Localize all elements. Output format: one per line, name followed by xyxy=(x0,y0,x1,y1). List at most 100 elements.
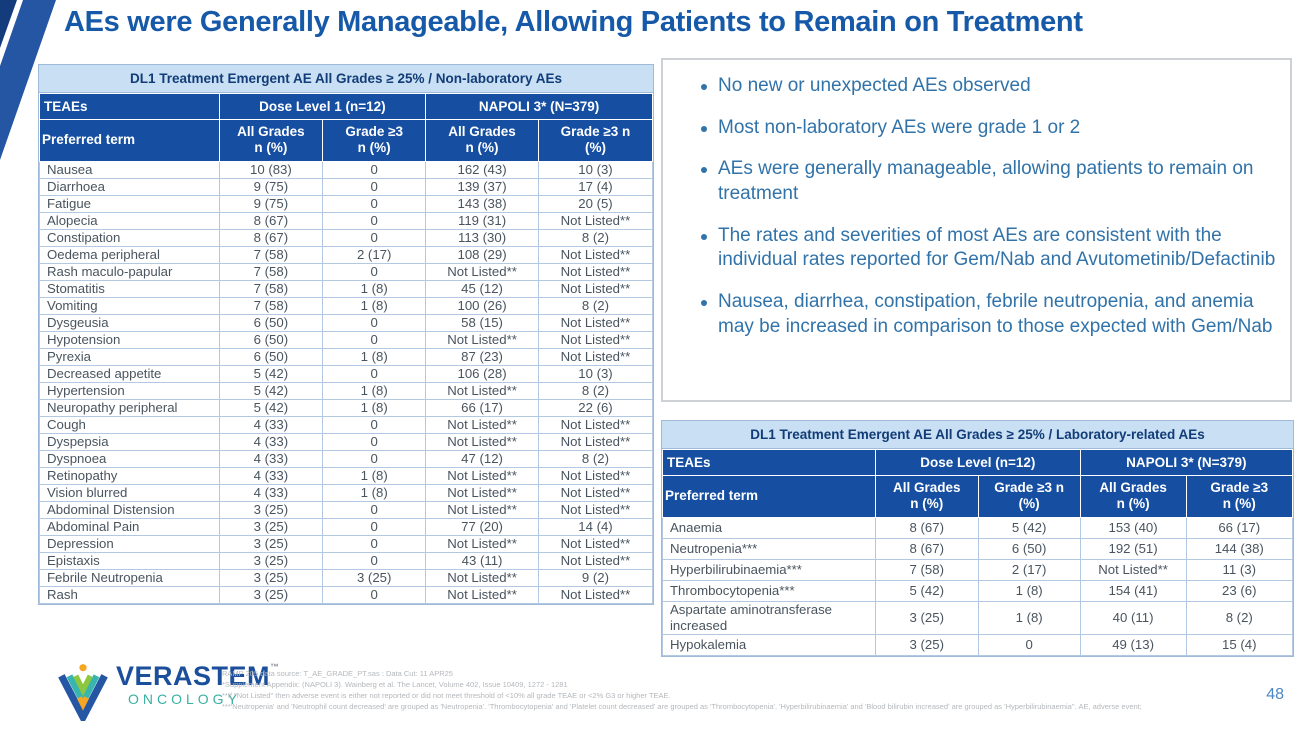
lab-ae-table-grid: TEAEs Dose Level (n=12) NAPOLI 3* (N=379… xyxy=(662,449,1294,656)
group-header-napoli: NAPOLI 3* (N=379) xyxy=(1079,449,1294,476)
preferred-term-cell: Retinopathy xyxy=(39,466,220,485)
value-cell: 8 (2) xyxy=(1185,600,1293,635)
bullet-item: Nausea, diarrhea, constipation, febrile … xyxy=(663,290,1276,339)
table-row: Hypokalemia 3 (25) 0 49 (13) 15 (4) xyxy=(662,633,1293,656)
key-points-panel: No new or unexpected AEs observed Most no… xyxy=(661,58,1292,402)
value-cell: 7 (58) xyxy=(218,245,324,264)
value-cell: Not Listed** xyxy=(425,534,539,553)
logo-wordmark: VERASTEM™ xyxy=(116,661,280,691)
value-cell: 8 (67) xyxy=(218,228,324,247)
value-cell: 4 (33) xyxy=(218,483,324,502)
value-cell: 8 (2) xyxy=(537,381,654,400)
value-cell: 0 xyxy=(322,194,427,213)
preferred-term-cell: Diarrhoea xyxy=(39,177,220,196)
value-cell: 5 (42) xyxy=(218,398,324,417)
nonlab-table-body: Nausea 10 (83) 0 162 (43) 10 (3) Diarrhoea 9 (… xyxy=(39,160,654,604)
value-cell: 77 (20) xyxy=(425,517,539,536)
table-row: Dysgeusia 6 (50) 0 58 (15) Not Listed** xyxy=(39,313,654,332)
group-header-teaes: TEAEs xyxy=(39,93,220,120)
value-cell: 3 (25) xyxy=(218,568,324,587)
table-row: Neutropenia*** 8 (67) 6 (50) 192 (51) 144 (3… xyxy=(662,537,1293,560)
value-cell: 7 (58) xyxy=(218,262,324,281)
value-cell: 1 (8) xyxy=(977,579,1081,602)
value-cell: Not Listed** xyxy=(537,483,654,502)
value-cell: 2 (17) xyxy=(977,558,1081,581)
value-cell: 1 (8) xyxy=(322,398,427,417)
preferred-term-cell: Pyrexia xyxy=(39,347,220,366)
col-header-preferred-term: Preferred term xyxy=(662,475,876,518)
trademark-symbol: ™ xyxy=(270,662,280,672)
value-cell: 0 xyxy=(322,313,427,332)
value-cell: 0 xyxy=(322,500,427,519)
table-row: Decreased appetite 5 (42) 0 106 (28) 10 (3) xyxy=(39,364,654,383)
table-row: Hypertension 5 (42) 1 (8) Not Listed** 8 (2) xyxy=(39,381,654,400)
value-cell: 0 xyxy=(977,633,1081,656)
value-cell: 9 (75) xyxy=(218,194,324,213)
value-cell: Not Listed** xyxy=(425,568,539,587)
page-title: AEs were Generally Manageable, Allowing … xyxy=(64,6,1083,38)
table-row: Stomatitis 7 (58) 1 (8) 45 (12) Not Listed** xyxy=(39,279,654,298)
table-row: Abdominal Pain 3 (25) 0 77 (20) 14 (4) xyxy=(39,517,654,536)
group-header-dose-level: Dose Level 1 (n=12) xyxy=(218,93,427,120)
value-cell: 45 (12) xyxy=(425,279,539,298)
value-cell: 11 (3) xyxy=(1185,558,1293,581)
value-cell: Not Listed** xyxy=(537,347,654,366)
value-cell: Not Listed** xyxy=(537,534,654,553)
table-row: Rash maculo-papular 7 (58) 0 Not Listed** No… xyxy=(39,262,654,281)
value-cell: 119 (31) xyxy=(425,211,539,230)
value-cell: Not Listed** xyxy=(537,551,654,570)
value-cell: 0 xyxy=(322,160,427,179)
preferred-term-cell: Depression xyxy=(39,534,220,553)
value-cell: Not Listed** xyxy=(425,262,539,281)
value-cell: Not Listed** xyxy=(425,466,539,485)
value-cell: 1 (8) xyxy=(322,381,427,400)
value-cell: 1 (8) xyxy=(322,347,427,366)
col-header-all-grades-dl1: All Grades n (%) xyxy=(874,475,979,518)
preferred-term-cell: Abdominal Pain xyxy=(39,517,220,536)
table-row: Dyspepsia 4 (33) 0 Not Listed** Not Listed** xyxy=(39,432,654,451)
value-cell: 10 (3) xyxy=(537,160,654,179)
value-cell: 3 (25) xyxy=(874,633,979,656)
value-cell: 9 (2) xyxy=(537,568,654,587)
value-cell: 10 (83) xyxy=(218,160,324,179)
value-cell: 1 (8) xyxy=(322,296,427,315)
bullet-item: The rates and severities of most AEs are… xyxy=(663,224,1276,273)
bullet-item: Most non-laboratory AEs were grade 1 or … xyxy=(663,116,1276,141)
value-cell: 0 xyxy=(322,211,427,230)
footnote-line: **If "Not Listed" then adverse event is … xyxy=(222,690,671,700)
preferred-term-cell: Dysgeusia xyxy=(39,313,220,332)
value-cell: 6 (50) xyxy=(977,537,1081,560)
preferred-term-cell: Hyperbilirubinaemia*** xyxy=(662,558,876,581)
footnote-line: *Supplement Appendix: (NAPOLI 3). Wainbe… xyxy=(222,679,568,689)
group-header-napoli: NAPOLI 3* (N=379) xyxy=(425,93,653,120)
value-cell: 154 (41) xyxy=(1079,579,1187,602)
value-cell: 0 xyxy=(322,177,427,196)
column-header-row: Preferred term All Grades n (%) Grade ≥3… xyxy=(39,119,654,162)
preferred-term-cell: Epistaxis xyxy=(39,551,220,570)
value-cell: Not Listed** xyxy=(537,313,654,332)
group-header-dose-level: Dose Level (n=12) xyxy=(874,449,1081,476)
value-cell: 8 (2) xyxy=(537,296,654,315)
lab-ae-table: DL1 Treatment Emergent AE All Grades ≥ 2… xyxy=(661,420,1294,657)
value-cell: 66 (17) xyxy=(1185,516,1293,539)
value-cell: 3 (25) xyxy=(218,534,324,553)
value-cell: 14 (4) xyxy=(537,517,654,536)
value-cell: 1 (8) xyxy=(322,483,427,502)
value-cell: 3 (25) xyxy=(218,585,324,604)
table-row: Thrombocytopenia*** 5 (42) 1 (8) 154 (41) 23… xyxy=(662,579,1293,602)
table-row: Hyperbilirubinaemia*** 7 (58) 2 (17) Not Li… xyxy=(662,558,1293,581)
value-cell: 5 (42) xyxy=(977,516,1081,539)
col-header-all-grades-napoli: All Grades n (%) xyxy=(425,119,539,162)
bullet-item: AEs were generally manageable, allowing … xyxy=(663,157,1276,206)
nonlab-ae-table-grid: TEAEs Dose Level 1 (n=12) NAPOLI 3* (N=3… xyxy=(39,93,654,604)
table-row: Constipation 8 (67) 0 113 (30) 8 (2) xyxy=(39,228,654,247)
preferred-term-cell: Vomiting xyxy=(39,296,220,315)
value-cell: 1 (8) xyxy=(977,600,1081,635)
table-row: Diarrhoea 9 (75) 0 139 (37) 17 (4) xyxy=(39,177,654,196)
value-cell: 22 (6) xyxy=(537,398,654,417)
value-cell: 0 xyxy=(322,551,427,570)
group-header-row: TEAEs Dose Level (n=12) NAPOLI 3* (N=379… xyxy=(662,449,1294,476)
value-cell: 6 (50) xyxy=(218,313,324,332)
table-row: Rash 3 (25) 0 Not Listed** Not Listed** xyxy=(39,585,654,604)
table-row: Anaemia 8 (67) 5 (42) 153 (40) 66 (17) xyxy=(662,516,1293,539)
